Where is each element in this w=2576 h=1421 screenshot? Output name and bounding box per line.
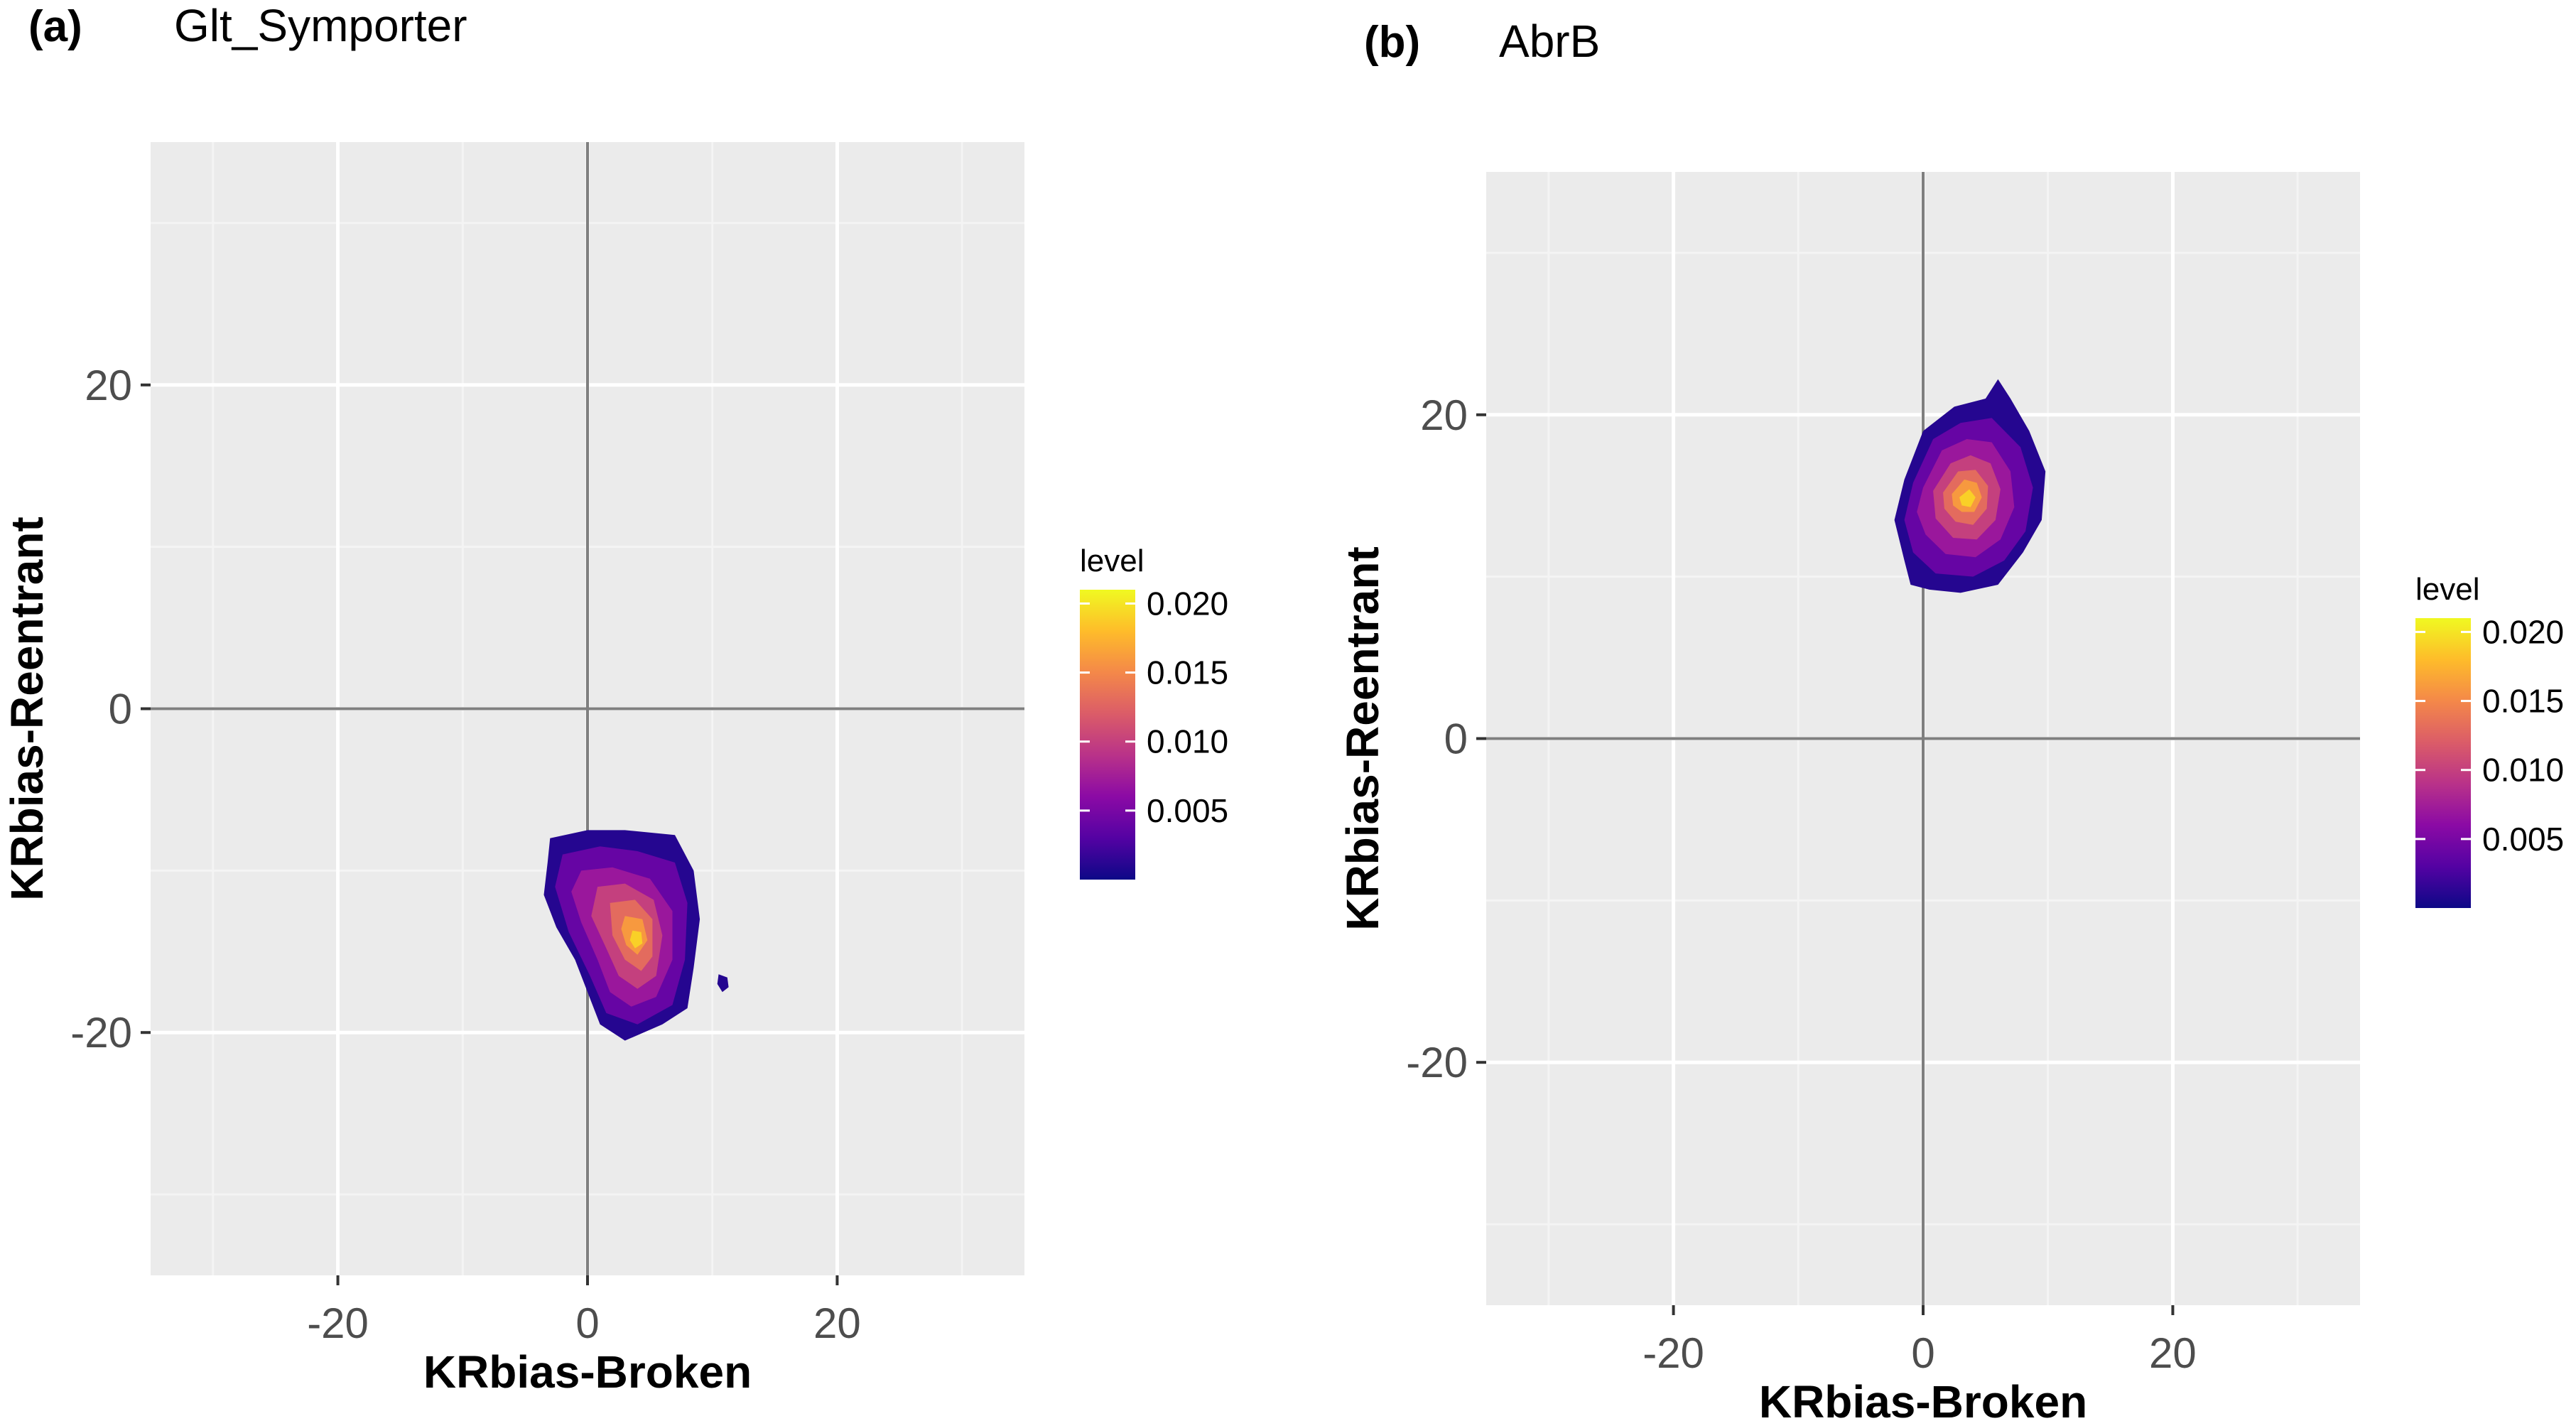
legend-colorbar bbox=[2415, 618, 2471, 908]
y-tick-label: -20 bbox=[70, 1009, 132, 1057]
panel-a: (a) Glt_Symporter -20 0 20 -20 0 20 KRbias-Broke… bbox=[1, 0, 1228, 1398]
x-tick-label: 0 bbox=[575, 1300, 599, 1347]
legend-label: 0.015 bbox=[2482, 683, 2564, 720]
x-axis-title: KRbias-Broken bbox=[423, 1346, 752, 1398]
y-tick-label: 0 bbox=[1444, 715, 1468, 763]
density-contour bbox=[1959, 489, 1976, 507]
legend-label: 0.005 bbox=[1147, 792, 1228, 829]
density-contour bbox=[629, 930, 643, 949]
y-axis-title: KRbias-Reentrant bbox=[1, 517, 53, 901]
x-tick-label: 20 bbox=[2149, 1329, 2197, 1377]
legend-label: 0.005 bbox=[2482, 821, 2564, 858]
x-axis-title: KRbias-Broken bbox=[1759, 1376, 2087, 1421]
y-tick-label: 20 bbox=[1420, 391, 1468, 439]
panel-label: (a) bbox=[28, 2, 82, 51]
panel-title: Glt_Symporter bbox=[174, 0, 467, 51]
y-tick-label: 20 bbox=[85, 362, 132, 409]
panel-b: (b) AbrB -20 0 20 -20 0 20 KRbias-Broken KRbias-R… bbox=[1337, 16, 2564, 1421]
legend-label: 0.015 bbox=[1147, 654, 1228, 691]
legend-title: level bbox=[1080, 544, 1144, 578]
x-tick-label: 0 bbox=[1911, 1329, 1934, 1377]
legend-label: 0.010 bbox=[2482, 752, 2564, 789]
y-tick-label: -20 bbox=[1406, 1039, 1468, 1086]
legend-colorbar bbox=[1080, 590, 1135, 880]
panel-title: AbrB bbox=[1499, 16, 1600, 67]
legend-label: 0.010 bbox=[1147, 723, 1228, 760]
x-tick-label: 20 bbox=[813, 1300, 861, 1347]
density-contour bbox=[717, 974, 729, 993]
x-tick-label: -20 bbox=[1643, 1329, 1704, 1377]
legend-label: 0.020 bbox=[1147, 585, 1228, 622]
y-tick-label: 0 bbox=[109, 686, 132, 733]
x-tick-label: -20 bbox=[307, 1300, 369, 1347]
legend-label: 0.020 bbox=[2482, 613, 2564, 650]
panel-label: (b) bbox=[1364, 18, 1420, 67]
y-axis-title: KRbias-Reentrant bbox=[1337, 546, 1388, 931]
legend-title: level bbox=[2415, 572, 2480, 607]
